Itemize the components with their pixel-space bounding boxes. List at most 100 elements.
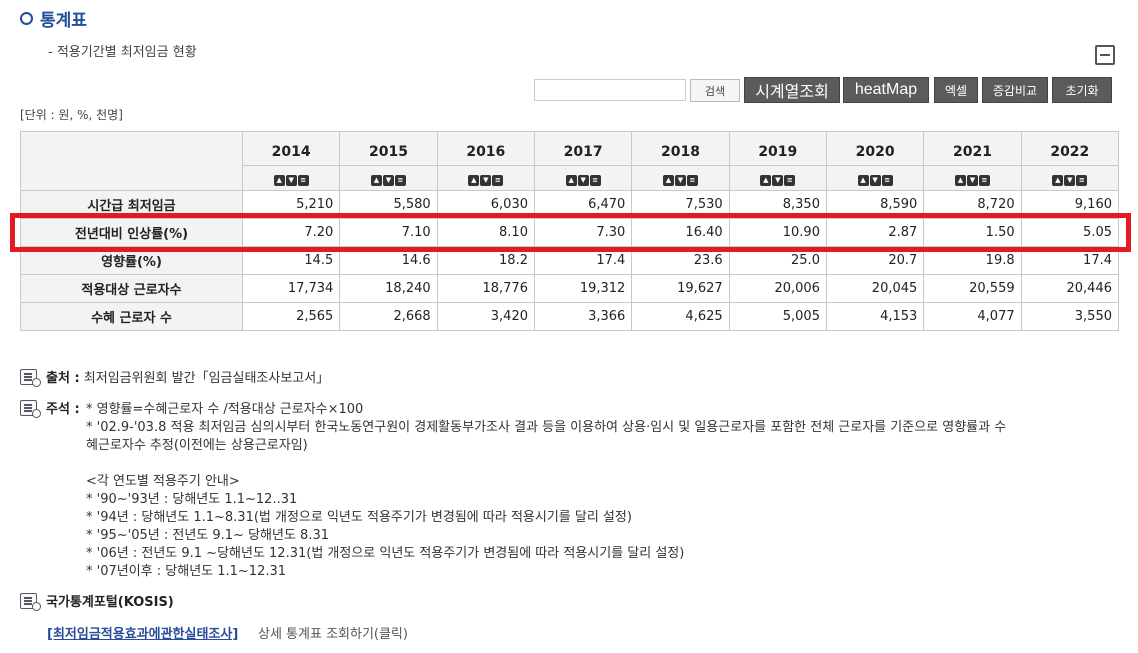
sort-desc-icon[interactable]: ▼ <box>869 174 881 186</box>
table-cell: 8,590 <box>825 190 925 219</box>
search-input[interactable] <box>534 79 686 101</box>
table-cell: 4,625 <box>631 302 730 331</box>
sort-desc-icon[interactable]: ▼ <box>1064 174 1076 186</box>
table-cell: 7.30 <box>533 218 633 247</box>
sort-asc-icon[interactable]: ▲ <box>273 174 285 186</box>
note-icon <box>20 369 41 387</box>
sort-asc-icon[interactable]: ▲ <box>857 174 869 186</box>
filter-icon[interactable]: ≡ <box>394 174 406 186</box>
year-header: 2016 <box>436 131 535 166</box>
remark-line: * '90~'93년 : 당해년도 1.1~12..31 <box>86 492 298 507</box>
sort-asc-icon[interactable]: ▲ <box>954 174 966 186</box>
filter-icon[interactable]: ≡ <box>492 174 504 186</box>
reset-button[interactable]: 초기화 <box>1052 77 1112 103</box>
year-header-row: 2014 2015 2016 2017 2018 2019 2020 2021 … <box>20 131 1120 191</box>
timeseries-button[interactable]: 시계열조회 <box>744 77 840 103</box>
kosis-link[interactable]: [최저임금적용효과에관한실태조사] <box>47 627 239 642</box>
row-label: 시간급 최저임금 <box>20 190 243 219</box>
unit-label: [단위 : 원, %, 천명] <box>20 108 123 122</box>
sort-desc-icon[interactable]: ▼ <box>674 174 686 186</box>
table-cell: 18,240 <box>339 274 438 303</box>
table-subtitle: - 적용기간별 최저임금 현황 <box>48 45 197 60</box>
table-cell: 3,366 <box>533 302 633 331</box>
table-cell: 3,420 <box>436 302 535 331</box>
row-label: 영향률(%) <box>20 246 243 275</box>
year-header: 2019 <box>728 131 827 166</box>
note-icon <box>20 593 41 611</box>
sort-desc-icon[interactable]: ▼ <box>577 174 589 186</box>
table-cell: 8.10 <box>436 218 535 247</box>
table-row: 적용대상 근로자수 17,734 18,240 18,776 19,312 19… <box>20 274 1120 303</box>
note-icon <box>20 400 41 418</box>
sort-asc-icon[interactable]: ▲ <box>468 174 480 186</box>
filter-icon[interactable]: ≡ <box>297 174 309 186</box>
filter-icon[interactable]: ≡ <box>881 174 893 186</box>
table-cell: 7,530 <box>631 190 730 219</box>
table-cell: 9,160 <box>1020 190 1120 219</box>
sort-desc-icon[interactable]: ▼ <box>772 174 784 186</box>
table-cell: 1.50 <box>923 218 1022 247</box>
sort-asc-icon[interactable]: ▲ <box>1052 174 1064 186</box>
table-cell: 18,776 <box>436 274 535 303</box>
table-cell: 3,550 <box>1020 302 1120 331</box>
table-row: 수혜 근로자 수 2,565 2,668 3,420 3,366 4,625 5… <box>20 302 1120 331</box>
compare-button[interactable]: 증감비교 <box>982 77 1048 103</box>
table-cell: 4,077 <box>923 302 1022 331</box>
sort-desc-icon[interactable]: ▼ <box>966 174 978 186</box>
sort-controls: ▲ ▼ ≡ <box>241 165 341 191</box>
row-label: 수혜 근로자 수 <box>20 302 243 331</box>
table-cell: 8,350 <box>728 190 827 219</box>
filter-icon[interactable]: ≡ <box>589 174 601 186</box>
table-cell: 19.8 <box>923 246 1022 275</box>
collapse-icon[interactable] <box>1095 45 1115 65</box>
remark-line: 혜근로자수 추정(이전에는 상용근로자임) <box>86 438 308 453</box>
table-cell: 14.6 <box>339 246 438 275</box>
sort-desc-icon[interactable]: ▼ <box>480 174 492 186</box>
table-cell: 14.5 <box>241 246 341 275</box>
table-cell: 2,668 <box>339 302 438 331</box>
table-cell: 20,006 <box>728 274 827 303</box>
filter-icon[interactable]: ≡ <box>978 174 990 186</box>
excel-button[interactable]: 엑셀 <box>934 77 978 103</box>
sort-asc-icon[interactable]: ▲ <box>662 174 674 186</box>
remark-line: * '95~'05년 : 전년도 9.1~ 당해년도 8.31 <box>86 528 329 543</box>
sort-controls: ▲ ▼ ≡ <box>825 165 925 191</box>
table-cell: 6,470 <box>533 190 633 219</box>
year-header: 2022 <box>1020 131 1120 166</box>
year-header: 2021 <box>923 131 1022 166</box>
year-header: 2015 <box>339 131 438 166</box>
filter-icon[interactable]: ≡ <box>686 174 698 186</box>
filter-icon[interactable]: ≡ <box>784 174 796 186</box>
remark-line: * '02.9-'03.8 적용 최저임금 심의시부터 한국노동연구원이 경제활… <box>86 420 1007 435</box>
table-row: 전년대비 인상률(%) 7.20 7.10 8.10 7.30 16.40 10… <box>20 218 1120 247</box>
sort-desc-icon[interactable]: ▼ <box>285 174 297 186</box>
sort-asc-icon[interactable]: ▲ <box>370 174 382 186</box>
sort-controls: ▲ ▼ ≡ <box>631 165 730 191</box>
sort-asc-icon[interactable]: ▲ <box>760 174 772 186</box>
year-header: 2017 <box>533 131 633 166</box>
row-label: 전년대비 인상률(%) <box>20 218 243 247</box>
table-cell: 19,312 <box>533 274 633 303</box>
table-cell: 6,030 <box>436 190 535 219</box>
sort-controls: ▲ ▼ ≡ <box>436 165 535 191</box>
table-cell: 17.4 <box>1020 246 1120 275</box>
heatmap-button[interactable]: heatMap <box>843 77 929 103</box>
sort-controls: ▲ ▼ ≡ <box>533 165 633 191</box>
sort-header-row: ▲ ▼ ≡ ▲ ▼ ≡ ▲ ▼ ≡ ▲ ▼ ≡ ▲ ▼ ≡ ▲ ▼ ≡ ▲ ▼ ≡ ▲ ▼ ≡ ▲ ▼ ≡ <box>21 165 1120 191</box>
table-cell: 7.10 <box>339 218 438 247</box>
remark-label: 주석 : <box>46 402 80 417</box>
table-cell: 23.6 <box>631 246 730 275</box>
remark-line: * '06년 : 전년도 9.1 ~당해년도 12.31(법 개정으로 익년도 … <box>86 546 685 561</box>
table-cell: 2.87 <box>825 218 925 247</box>
stats-table: 2014 2015 2016 2017 2018 2019 2020 2021 … <box>20 131 1120 331</box>
sort-asc-icon[interactable]: ▲ <box>565 174 577 186</box>
sort-desc-icon[interactable]: ▼ <box>382 174 394 186</box>
year-header: 2020 <box>825 131 925 166</box>
filter-icon[interactable]: ≡ <box>1076 174 1088 186</box>
table-cell: 5.05 <box>1020 218 1120 247</box>
table-cell: 19,627 <box>631 274 730 303</box>
table-cell: 5,580 <box>339 190 438 219</box>
kosis-label: 국가통계포털(KOSIS) <box>46 595 174 610</box>
table-cell: 20,559 <box>923 274 1022 303</box>
search-button[interactable]: 검색 <box>690 79 740 102</box>
